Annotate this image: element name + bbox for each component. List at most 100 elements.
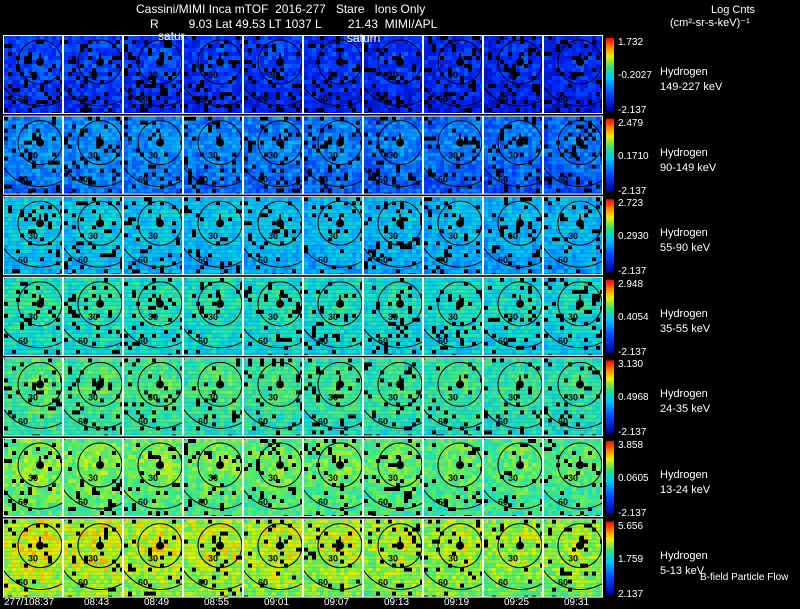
ring-label: 60: [318, 497, 328, 507]
ring-label: 60: [318, 578, 328, 588]
image-cell: 30 60: [363, 196, 423, 276]
ring-label: 60: [138, 175, 148, 185]
radius-ring: [124, 439, 182, 510]
radius-ring: [304, 358, 362, 429]
radius-ring: [484, 358, 542, 429]
ring-label: 30: [568, 151, 578, 161]
image-cell: 30 60: [183, 35, 243, 114]
ring-label: 30: [328, 554, 338, 564]
ring-label: 30: [448, 231, 458, 241]
ring-label: 30: [28, 312, 38, 322]
ring-label: 60: [78, 336, 88, 346]
saturn-marker: [456, 461, 464, 469]
radius-ring: [77, 120, 122, 166]
ring-label: 30: [388, 473, 398, 483]
radius-ring: [137, 523, 182, 569]
ring-label: 60: [78, 94, 88, 104]
ring-label: 30: [568, 392, 578, 402]
radius-ring: [244, 439, 302, 510]
radius-ring: [64, 439, 122, 510]
colorbar-tick-label: 0.0605: [618, 473, 649, 484]
radius-ring: [497, 281, 542, 327]
radius-ring: [17, 523, 62, 569]
ring-label: 60: [78, 416, 88, 426]
radius-ring: [557, 120, 602, 166]
ring-label: 30: [148, 392, 158, 402]
energy-range-label: 35-55 keV: [660, 322, 711, 335]
ring-label: 30: [508, 151, 518, 161]
saturn-marker: [516, 58, 524, 66]
radius-ring: [377, 200, 422, 246]
saturn-marker: [156, 461, 164, 469]
ring-label: 30: [208, 554, 218, 564]
ring-label: 60: [78, 255, 88, 265]
ring-label: 30: [328, 231, 338, 241]
saturn-marker: [216, 299, 224, 308]
image-cell: 30 60: [243, 35, 303, 114]
saturn-marker: [396, 219, 404, 228]
radius-ring: [124, 36, 182, 107]
radius-ring: [497, 361, 542, 407]
ring-label: 30: [268, 70, 278, 80]
radius-ring: [304, 519, 362, 591]
ring-label: 60: [558, 336, 568, 346]
saturn-marker: [156, 541, 164, 550]
ring-label: 30: [568, 231, 578, 241]
radius-ring: [257, 523, 302, 569]
ring-label: 30: [208, 231, 218, 241]
radius-ring: [124, 197, 182, 268]
radius-ring: [557, 281, 602, 327]
units-title: Log Cnts: [711, 4, 756, 16]
radius-ring: [17, 120, 62, 166]
saturn-marker: [276, 58, 284, 66]
radius-ring: [317, 442, 362, 488]
ring-label: 60: [18, 336, 28, 346]
colorbar-tick-label: 0.2930: [618, 231, 649, 243]
colorbar-tick-label: -2.137: [618, 427, 647, 439]
saturn-marker: [96, 541, 104, 550]
radius-ring: [364, 197, 422, 268]
ring-label: 30: [28, 70, 38, 80]
image-cell: 30 60: [363, 115, 423, 195]
radius-ring: [17, 200, 62, 246]
ring-label: 60: [138, 497, 148, 507]
ring-label: 30: [508, 70, 518, 80]
saturn-marker: [96, 380, 104, 389]
image-cell: 30 60: [63, 115, 123, 195]
image-cell: 30 60: [423, 518, 483, 598]
radius-ring: [424, 197, 482, 268]
ring-label: 60: [198, 336, 208, 346]
saturn-marker: [396, 380, 404, 389]
energy-channel-label: Hydrogen 90-149 keV: [660, 146, 716, 176]
radius-ring: [4, 36, 62, 107]
colorbar-tick-label: 0.1710: [618, 150, 649, 162]
image-cell: 30 60: [63, 196, 123, 276]
radius-ring: [317, 361, 362, 407]
species-label: Hydrogen: [660, 146, 708, 159]
energy-range-label: 90-149 keV: [660, 161, 717, 174]
radius-ring: [304, 277, 362, 349]
radius-ring: [484, 116, 542, 188]
ring-label: 60: [438, 578, 448, 588]
ring-label: 30: [208, 473, 218, 483]
energy-channel-label: Hydrogen 55-90 keV: [660, 226, 710, 256]
radius-ring: [64, 36, 122, 107]
energy-channel-label: Hydrogen 35-55 keV: [660, 307, 710, 337]
radius-ring: [557, 442, 602, 488]
ring-label: 30: [148, 231, 158, 241]
saturn-marker: [576, 380, 584, 389]
saturn-marker: [336, 138, 344, 147]
ring-label: 30: [148, 473, 158, 483]
image-cell: 30 60: [3, 357, 63, 437]
ring-label: 30: [88, 392, 98, 402]
radius-ring: [137, 120, 182, 166]
footer-note: B-field Particle Flow: [700, 572, 789, 583]
ring-label: 60: [558, 175, 568, 185]
ring-label: 30: [388, 554, 398, 564]
image-cell: 30 60: [123, 438, 183, 517]
image-cell: 30 60: [543, 518, 603, 598]
ring-label: 30: [268, 392, 278, 402]
saturn-label: satur: [158, 29, 185, 43]
image-cell: 30 60: [303, 438, 363, 517]
colorbar-tick-label: 0.4054: [618, 311, 649, 323]
